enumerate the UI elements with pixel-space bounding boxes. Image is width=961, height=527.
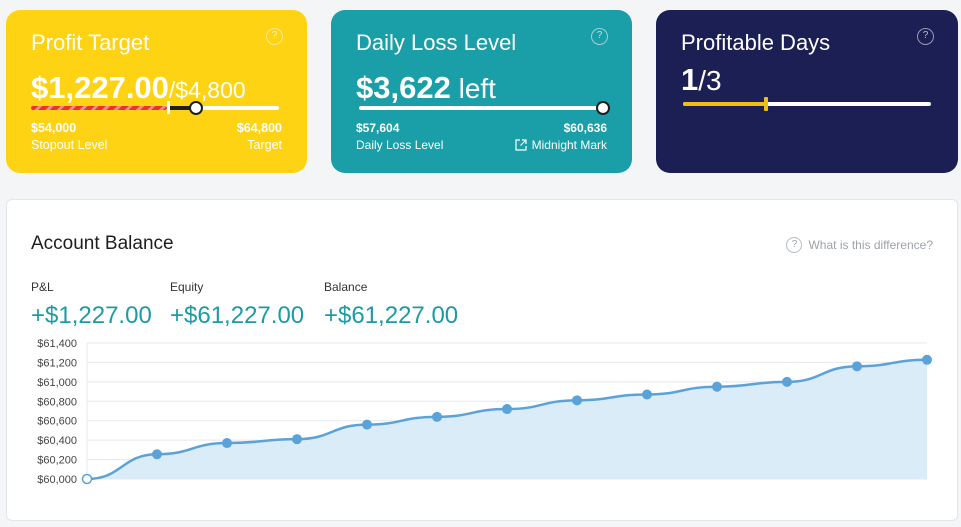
daily-loss-value: $3,622 left bbox=[356, 70, 496, 106]
balance-label: Balance bbox=[324, 280, 368, 294]
profit-target-title: Profit Target bbox=[31, 30, 150, 55]
stopout-zone bbox=[31, 106, 167, 110]
stopout-value: $54,000 bbox=[31, 121, 77, 135]
data-point bbox=[502, 404, 512, 415]
account-balance-title: Account Balance bbox=[31, 233, 174, 254]
days-progress-marker bbox=[763, 97, 768, 111]
profitable-days-value: 1/3 bbox=[681, 62, 722, 98]
daily-loss-amount: $3,622 bbox=[356, 70, 451, 105]
data-point bbox=[712, 381, 722, 392]
data-point bbox=[572, 395, 582, 406]
balance-stat: Balance +$61,227.00 bbox=[324, 280, 458, 330]
external-link-icon bbox=[515, 139, 527, 151]
y-tick-label: $60,200 bbox=[37, 455, 77, 467]
y-tick-label: $60,400 bbox=[37, 435, 77, 447]
account-balance-chart: $61,400 $61,200 $61,000 $60,800 $60,600 $60,4… bbox=[37, 338, 932, 486]
daily-loss-track bbox=[359, 106, 603, 110]
data-point bbox=[432, 411, 442, 422]
profit-current: $1,227.00 bbox=[31, 70, 169, 105]
question-circle-icon[interactable]: ? bbox=[917, 28, 934, 45]
days-progress-fill bbox=[683, 102, 766, 106]
data-point bbox=[782, 376, 792, 387]
y-tick-label: $61,200 bbox=[37, 357, 77, 369]
balance-area-fill bbox=[87, 359, 927, 479]
question-circle-icon[interactable]: ? bbox=[266, 28, 283, 45]
y-tick-label: $60,000 bbox=[37, 474, 77, 486]
start-marker bbox=[167, 101, 170, 114]
data-point bbox=[81, 473, 93, 485]
days-track bbox=[683, 102, 931, 106]
profitable-days-title: Profitable Days bbox=[681, 30, 831, 55]
target-label: Target bbox=[247, 138, 282, 152]
profit-target-card: Profit Target ? $1,227.00/$4,800 $54,000… bbox=[6, 10, 307, 173]
daily-loss-low-label: Daily Loss Level bbox=[356, 138, 444, 152]
profitable-days-done: 1 bbox=[681, 62, 699, 97]
profit-progress-fill bbox=[167, 106, 196, 110]
data-point bbox=[852, 361, 862, 372]
question-circle-icon[interactable]: ? bbox=[591, 28, 608, 45]
profitable-days-total: /3 bbox=[698, 65, 722, 96]
midnight-value: $60,636 bbox=[563, 121, 607, 135]
data-point bbox=[292, 434, 302, 445]
midnight-mark-link[interactable]: Midnight Mark bbox=[515, 138, 607, 152]
question-circle-icon: ? bbox=[786, 237, 803, 253]
daily-loss-knob bbox=[596, 101, 610, 115]
target-value: $64,800 bbox=[236, 121, 282, 135]
data-point bbox=[642, 389, 652, 400]
equity-value: +$61,227.00 bbox=[170, 302, 305, 329]
difference-help-text: What is this difference? bbox=[808, 238, 933, 252]
midnight-label: Midnight Mark bbox=[531, 138, 607, 152]
difference-help-link[interactable]: ? What is this difference? bbox=[786, 237, 933, 253]
account-balance-panel: Account Balance ? What is this differenc… bbox=[6, 199, 958, 521]
y-tick-label: $60,600 bbox=[37, 416, 77, 428]
y-tick-label: $61,000 bbox=[37, 377, 77, 389]
equity-stat: Equity +$61,227.00 bbox=[170, 280, 304, 330]
balance-value: +$61,227.00 bbox=[324, 302, 459, 329]
profit-target-value: $1,227.00/$4,800 bbox=[31, 70, 246, 106]
profit-target-amount: /$4,800 bbox=[168, 77, 246, 103]
pnl-label: P&L bbox=[31, 280, 54, 294]
daily-loss-low-value: $57,604 bbox=[356, 121, 400, 135]
daily-loss-title: Daily Loss Level bbox=[356, 30, 517, 55]
pnl-value: +$1,227.00 bbox=[31, 302, 152, 329]
y-tick-label: $60,800 bbox=[37, 396, 77, 408]
pnl-stat: P&L +$1,227.00 bbox=[31, 280, 152, 330]
data-point bbox=[922, 354, 932, 365]
stopout-label: Stopout Level bbox=[31, 138, 108, 152]
data-point bbox=[152, 449, 162, 460]
daily-loss-card: Daily Loss Level ? $3,622 left $57,604 D… bbox=[331, 10, 632, 173]
y-tick-label: $61,400 bbox=[37, 338, 77, 350]
data-point bbox=[362, 419, 372, 430]
profitable-days-card: Profitable Days ? 1/3 bbox=[656, 10, 958, 173]
profit-progress-knob bbox=[188, 101, 203, 115]
daily-loss-suffix: left bbox=[450, 73, 496, 104]
data-point bbox=[222, 438, 232, 449]
equity-label: Equity bbox=[170, 280, 204, 294]
